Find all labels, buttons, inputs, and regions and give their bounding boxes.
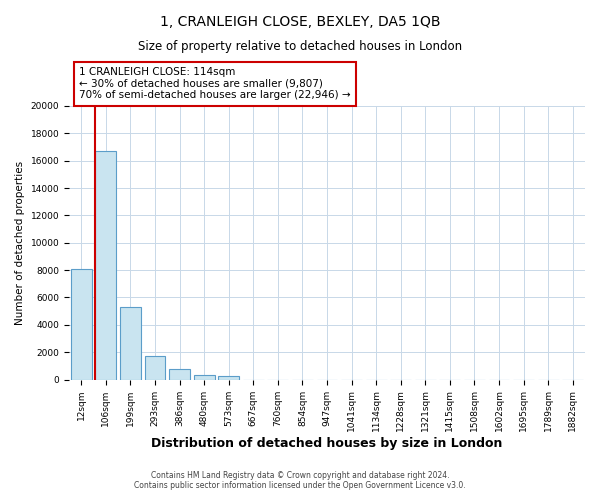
Text: 1, CRANLEIGH CLOSE, BEXLEY, DA5 1QB: 1, CRANLEIGH CLOSE, BEXLEY, DA5 1QB [160, 15, 440, 29]
Bar [218, 376, 239, 380]
Bar [194, 376, 215, 380]
Text: Contains HM Land Registry data © Crown copyright and database right 2024.
Contai: Contains HM Land Registry data © Crown c… [134, 470, 466, 490]
Bar [95, 151, 116, 380]
Text: Size of property relative to detached houses in London: Size of property relative to detached ho… [138, 40, 462, 53]
Bar [71, 268, 92, 380]
Text: 1 CRANLEIGH CLOSE: 114sqm
← 30% of detached houses are smaller (9,807)
70% of se: 1 CRANLEIGH CLOSE: 114sqm ← 30% of detac… [79, 67, 351, 100]
X-axis label: Distribution of detached houses by size in London: Distribution of detached houses by size … [151, 437, 503, 450]
Bar [120, 307, 141, 380]
Bar [145, 356, 166, 380]
Bar [169, 368, 190, 380]
Y-axis label: Number of detached properties: Number of detached properties [15, 160, 25, 325]
